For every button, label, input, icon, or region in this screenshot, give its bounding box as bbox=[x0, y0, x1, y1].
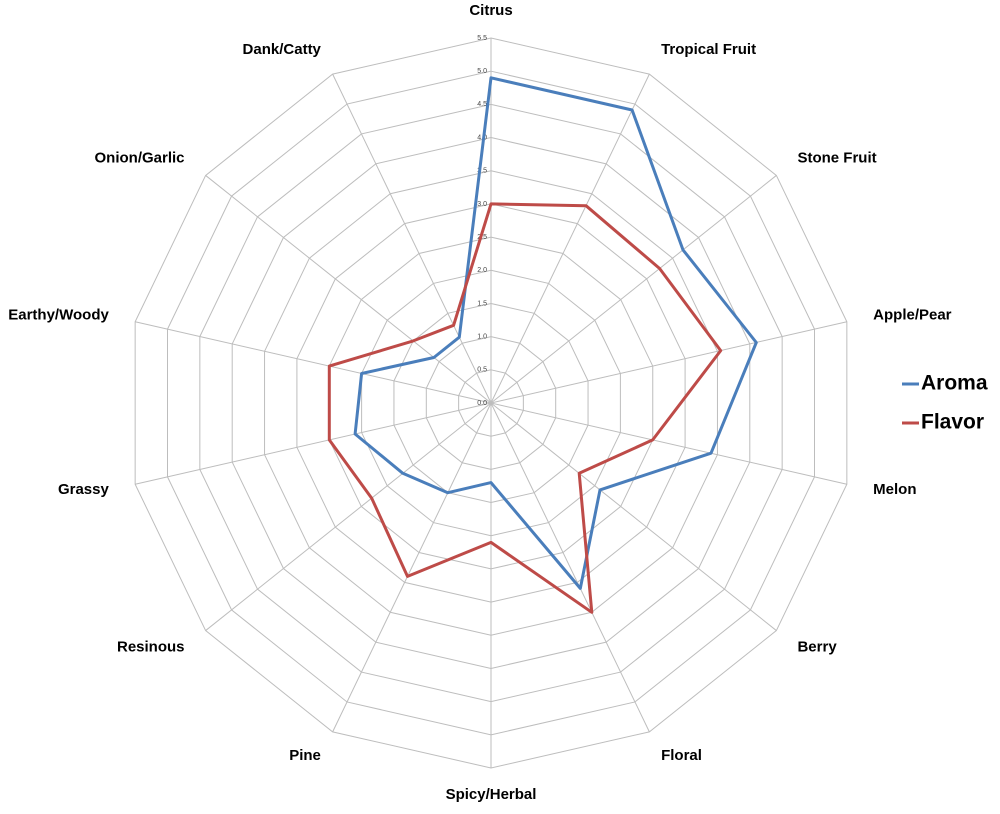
category-label: Citrus bbox=[469, 2, 512, 19]
spoke bbox=[205, 402, 492, 631]
spoke bbox=[332, 73, 492, 404]
category-label: Dank/Catty bbox=[243, 41, 322, 58]
tick-label: 5.5 bbox=[477, 35, 487, 42]
series-line bbox=[353, 76, 758, 590]
category-label: Berry bbox=[797, 638, 837, 655]
category-label: Resinous bbox=[117, 638, 185, 655]
category-label: Grassy bbox=[58, 481, 110, 498]
spoke bbox=[490, 402, 777, 631]
tick-label: 5.0 bbox=[477, 68, 487, 75]
spoke bbox=[490, 321, 847, 404]
category-label: Stone Fruit bbox=[797, 150, 876, 167]
category-label: Apple/Pear bbox=[873, 307, 952, 324]
legend-label: Flavor bbox=[921, 411, 984, 434]
category-label: Earthy/Woody bbox=[8, 307, 109, 324]
category-label: Melon bbox=[873, 481, 916, 498]
spoke bbox=[490, 175, 777, 404]
spoke bbox=[135, 402, 492, 485]
spoke bbox=[490, 73, 650, 404]
tick-label: 2.0 bbox=[477, 267, 487, 274]
spoke bbox=[135, 321, 492, 404]
legend-label: Aroma bbox=[921, 372, 988, 395]
spoke bbox=[490, 402, 650, 733]
category-label: Tropical Fruit bbox=[661, 41, 756, 58]
tick-label: 0.5 bbox=[477, 367, 487, 374]
tick-label: 3.5 bbox=[477, 168, 487, 175]
spoke bbox=[332, 402, 492, 733]
tick-label: 0.0 bbox=[477, 400, 487, 407]
tick-label: 4.5 bbox=[477, 101, 487, 108]
category-label: Pine bbox=[289, 747, 321, 764]
category-label: Spicy/Herbal bbox=[446, 786, 537, 803]
category-label: Onion/Garlic bbox=[95, 150, 185, 167]
tick-label: 1.0 bbox=[477, 333, 487, 340]
series-line bbox=[327, 202, 723, 614]
tick-label: 3.0 bbox=[477, 201, 487, 208]
spoke bbox=[205, 175, 492, 404]
category-label: Floral bbox=[661, 747, 702, 764]
tick-label: 1.5 bbox=[477, 300, 487, 307]
spoke bbox=[490, 402, 847, 485]
